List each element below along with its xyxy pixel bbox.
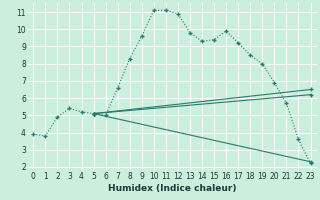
X-axis label: Humidex (Indice chaleur): Humidex (Indice chaleur) [108,184,236,193]
